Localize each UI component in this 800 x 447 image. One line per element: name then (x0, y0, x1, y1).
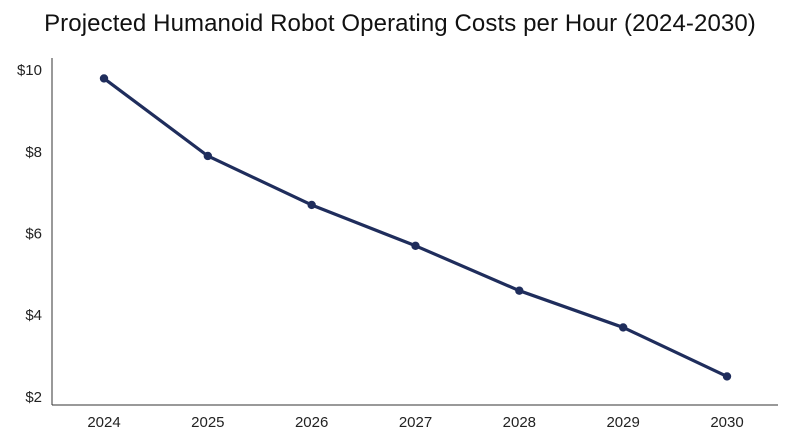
data-point (307, 200, 316, 210)
data-point (203, 151, 213, 161)
x-tick-label: 2030 (710, 414, 743, 431)
y-tick-label: $8 (25, 144, 42, 161)
axes (51, 58, 778, 406)
data-point (618, 323, 628, 332)
y-tick-label: $2 (25, 389, 42, 406)
x-tick-label: 2029 (606, 414, 639, 431)
x-tick-label: 2025 (191, 414, 224, 431)
series (99, 74, 732, 381)
x-tick-label: 2024 (87, 414, 120, 431)
x-tick-label: 2027 (399, 414, 432, 431)
data-point (411, 241, 420, 250)
tick-labels: $2 $4 $6 $8 $10 2024 2025 2026 2027 2028 2029 2030 (17, 62, 744, 431)
chart-title: Projected Humanoid Robot Operating Costs… (44, 10, 756, 37)
x-tick-label: 2028 (503, 414, 536, 431)
data-point (722, 372, 732, 381)
y-tick-label: $10 (17, 62, 42, 79)
y-tick-label: $6 (25, 226, 42, 243)
data-point (515, 286, 524, 295)
data-point (99, 74, 109, 83)
x-tick-label: 2026 (295, 414, 328, 431)
y-tick-label: $4 (25, 307, 42, 324)
series-line (102, 76, 729, 379)
